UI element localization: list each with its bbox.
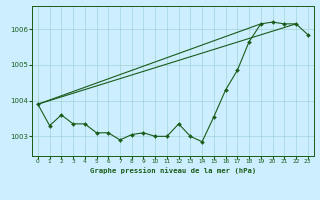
X-axis label: Graphe pression niveau de la mer (hPa): Graphe pression niveau de la mer (hPa) [90, 167, 256, 174]
